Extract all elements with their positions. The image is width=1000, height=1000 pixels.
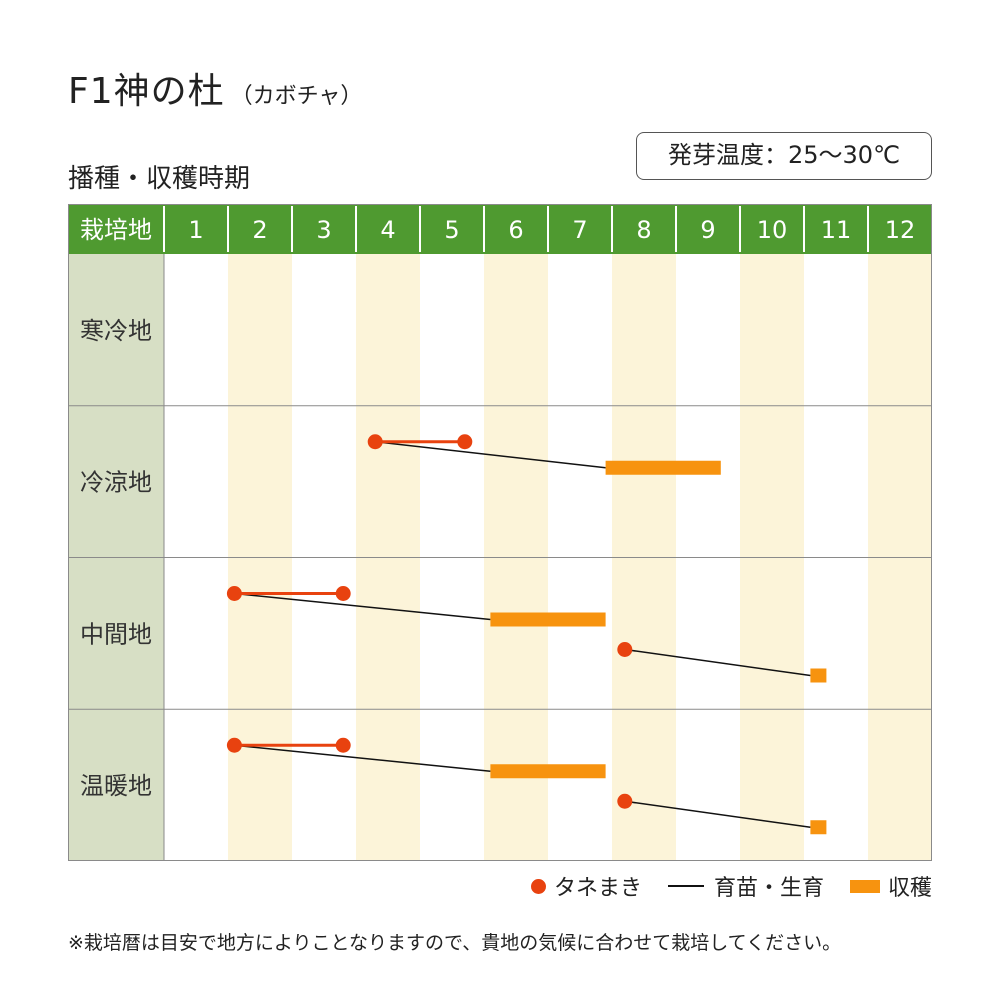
germination-temperature-badge: 発芽温度：25～30℃	[636, 132, 932, 180]
growing-line	[375, 441, 606, 469]
legend-sowing: タネまき	[530, 870, 642, 902]
sowing-dot-icon	[530, 878, 546, 894]
month-label: 3	[316, 216, 331, 244]
header-row	[68, 204, 932, 254]
month-label: 9	[700, 216, 715, 244]
month-label: 7	[572, 216, 587, 244]
month-label: 8	[636, 216, 651, 244]
title-note: （カボチャ）	[230, 84, 363, 109]
legend-harvest-label: 収穫	[887, 876, 932, 901]
legend-growing: 育苗・生育	[667, 870, 824, 902]
sowing-end-dot	[457, 434, 473, 450]
corner-label: 栽培地	[80, 216, 152, 244]
month-label: 5	[444, 216, 459, 244]
title-main: F1神の杜	[68, 71, 225, 112]
month-label: 12	[885, 216, 916, 244]
legend-sowing-label: タネまき	[553, 876, 642, 901]
harvest-bar	[810, 820, 827, 835]
chart-subtitle: 播種・収穫時期	[68, 164, 251, 194]
harvest-bar	[810, 668, 827, 683]
region-label: 寒冷地	[80, 317, 152, 345]
sowing-start-dot	[226, 586, 242, 601]
growing-line	[624, 648, 811, 677]
legend-growing-label: 育苗・生育	[713, 876, 824, 901]
sowing-end-dot	[335, 586, 351, 601]
month-label: 2	[252, 216, 267, 244]
sowing-start-dot	[367, 434, 383, 450]
month-label: 1	[188, 216, 203, 244]
region-label: 冷涼地	[80, 469, 152, 497]
harvest-bar-icon	[849, 879, 880, 893]
harvest-bar	[490, 764, 606, 779]
chart-title: F1神の杜 （カボチャ）	[68, 62, 362, 114]
sowing-start-dot	[226, 737, 242, 753]
month-label: 11	[821, 216, 852, 244]
footnote: ※栽培暦は目安で地方によりことなりますので、貴地の気候に合わせて栽培してください…	[68, 932, 842, 954]
sowing-start-dot	[617, 793, 633, 809]
month-label: 6	[508, 216, 523, 244]
growing-line	[234, 592, 491, 621]
harvest-bar	[605, 460, 721, 475]
region-label: 温暖地	[80, 772, 152, 800]
harvest-bar	[490, 612, 606, 627]
growing-line	[624, 800, 811, 828]
growing-line	[234, 744, 491, 772]
chart-legend: タネまき 育苗・生育 収穫	[505, 870, 932, 902]
region-label: 中間地	[80, 620, 152, 648]
sowing-end-dot	[335, 737, 351, 753]
chart-border	[68, 204, 932, 861]
legend-harvest: 収穫	[849, 870, 932, 902]
month-label: 4	[380, 216, 395, 244]
sowing-start-dot	[617, 642, 633, 657]
growing-line-icon	[667, 885, 704, 887]
month-label: 10	[757, 216, 788, 244]
